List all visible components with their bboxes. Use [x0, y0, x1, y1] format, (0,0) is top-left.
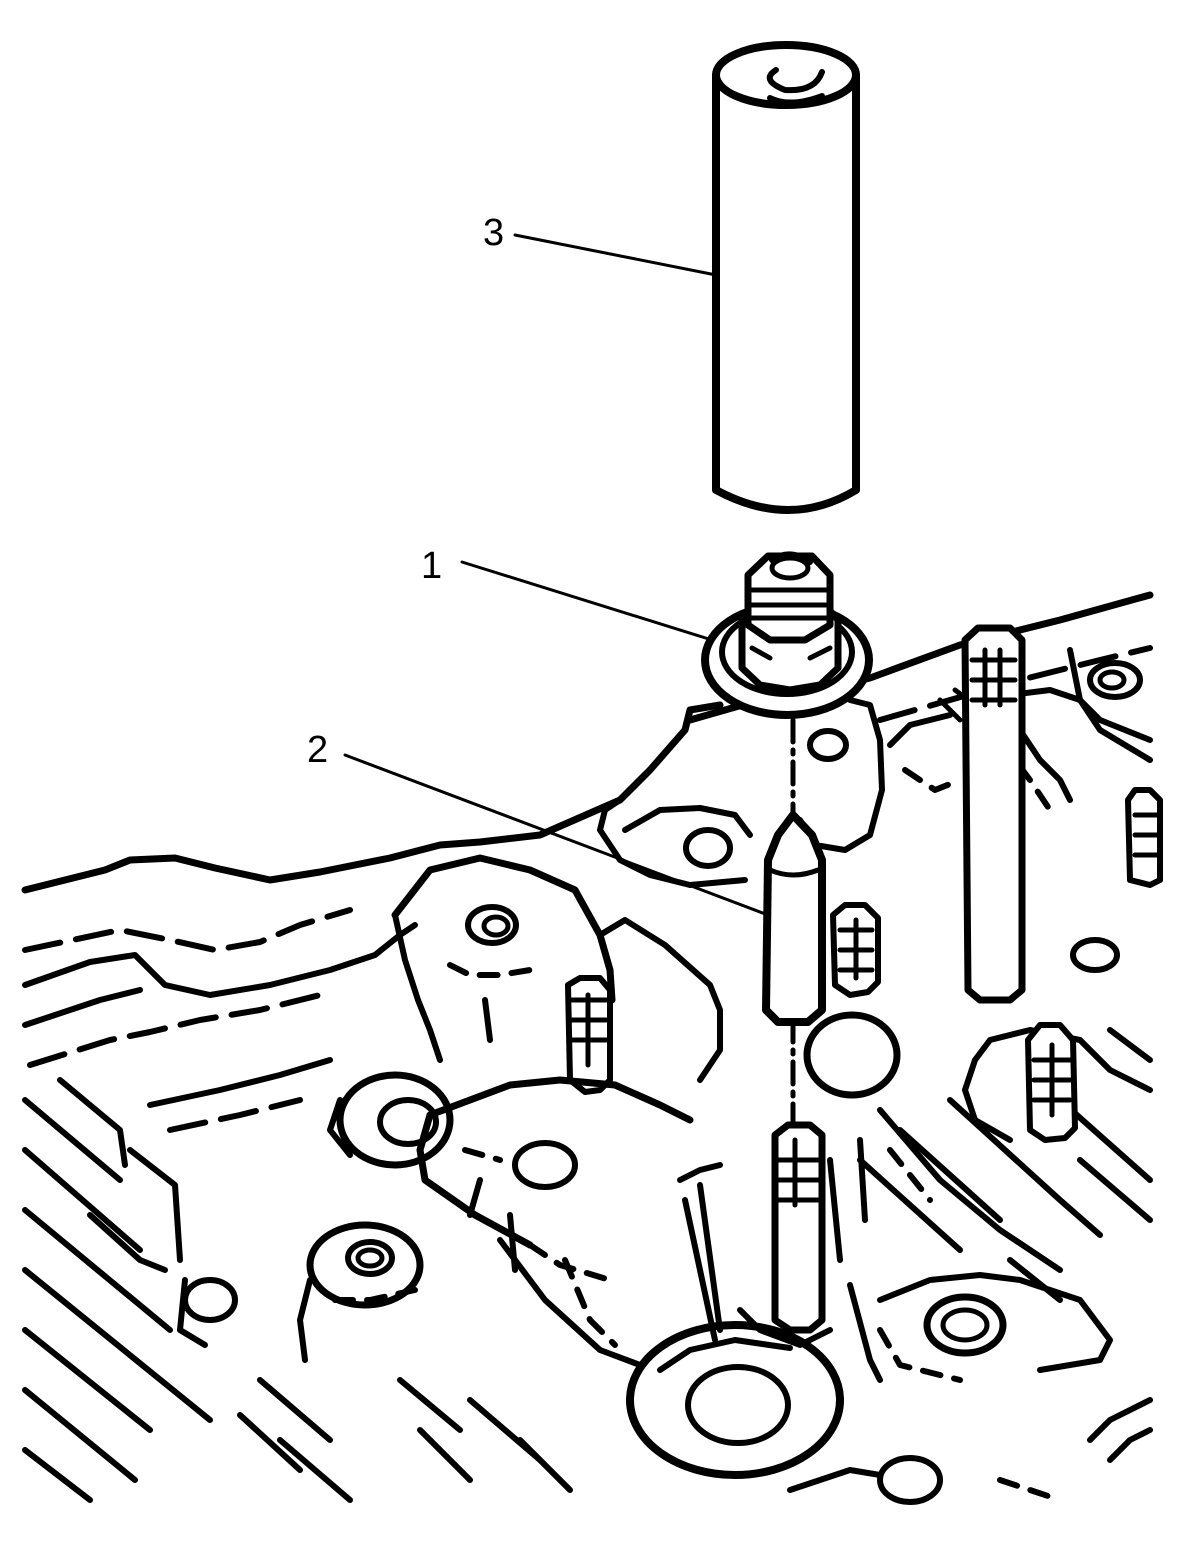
leader-2	[343, 753, 770, 917]
leader-1	[460, 560, 714, 642]
part-3-installer-tube	[712, 41, 860, 514]
stud-right-lower	[1025, 1022, 1078, 1143]
dowel-pin-right	[961, 624, 1026, 1004]
callout-2-label: 2	[307, 729, 328, 771]
stud-far-right	[1125, 787, 1163, 888]
bore-pin	[677, 1121, 833, 1348]
callout-leaders	[343, 233, 770, 917]
part-1-valve-seal	[701, 551, 873, 719]
callout-labels: 3 1 2	[307, 212, 504, 771]
callout-3-label: 3	[483, 212, 504, 254]
callout-1-label: 1	[421, 545, 442, 587]
leader-3	[513, 233, 718, 277]
part-2-guide-pin	[762, 811, 826, 1026]
stud-center-right	[830, 902, 881, 998]
